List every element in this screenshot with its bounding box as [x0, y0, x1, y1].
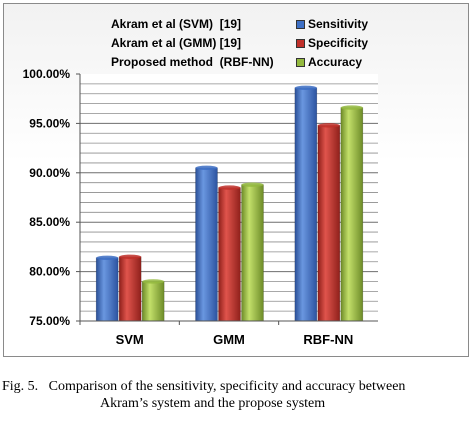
legend: Sensitivity Specificity Accuracy: [296, 15, 368, 72]
caption-line-1: Fig. 5. Comparison of the sensitivity, s…: [2, 379, 406, 394]
y-tick-label: 75.00%: [29, 314, 70, 328]
annotation-gmm: Akram et al (GMM) [19]: [111, 36, 242, 50]
y-tick-label: 85.00%: [29, 215, 70, 229]
legend-label-accuracy: Accuracy: [308, 55, 363, 69]
bar-sensitivity-svm: [95, 257, 119, 322]
chart-annotations: Akram et al (SVM) [19] Akram et al (GMM)…: [111, 15, 274, 72]
bar-cap: [142, 279, 165, 284]
bar-cap: [218, 185, 241, 190]
legend-label-sensitivity: Sensitivity: [308, 17, 369, 31]
bar-cap: [241, 182, 264, 187]
y-tick-label: 95.00%: [29, 116, 70, 130]
legend-item-sensitivity: Sensitivity: [296, 15, 368, 34]
annotation-svm: Akram et al (SVM) [19]: [111, 17, 242, 31]
legend-swatch-sensitivity: [296, 20, 305, 29]
bar-sensitivity-rbf-nn: [294, 87, 318, 322]
y-tick-label: 90.00%: [29, 166, 70, 180]
y-tick-label: 100.00%: [23, 67, 71, 81]
legend-swatch-specificity: [296, 39, 305, 48]
bar-accuracy-svm: [141, 281, 165, 322]
x-tick-label-rbf-nn: RBF-NN: [303, 332, 353, 347]
legend-swatch-accuracy: [296, 58, 305, 67]
annotation-rbf: Proposed method (RBF-NN): [111, 55, 274, 69]
bar-cap: [294, 85, 317, 91]
legend-item-accuracy: Accuracy: [296, 53, 368, 72]
bar-cap: [340, 105, 363, 110]
legend-item-specificity: Specificity: [296, 34, 368, 53]
bar-cap: [96, 255, 119, 260]
bar-accuracy-gmm: [241, 184, 264, 322]
x-tick-label-svm: SVM: [116, 332, 144, 347]
bar-accuracy-rbf-nn: [340, 107, 364, 322]
bar-specificity-gmm: [218, 187, 241, 322]
bar-cap: [119, 254, 142, 259]
x-tick-label-gmm: GMM: [213, 332, 245, 347]
y-tick-label: 80.00%: [29, 265, 70, 279]
bar-cap: [195, 165, 218, 171]
bar-cap: [317, 123, 340, 128]
caption-line-2: Akram’s system and the propose system: [100, 396, 326, 411]
bar-specificity-rbf-nn: [317, 125, 341, 322]
bar-specificity-svm: [118, 256, 142, 322]
bar-sensitivity-gmm: [195, 167, 218, 322]
bar-chart: 75.00% 80.00% 85.00% 90.00% 95.00% 100.00% SVM…: [23, 67, 378, 347]
legend-label-specificity: Specificity: [308, 36, 369, 50]
